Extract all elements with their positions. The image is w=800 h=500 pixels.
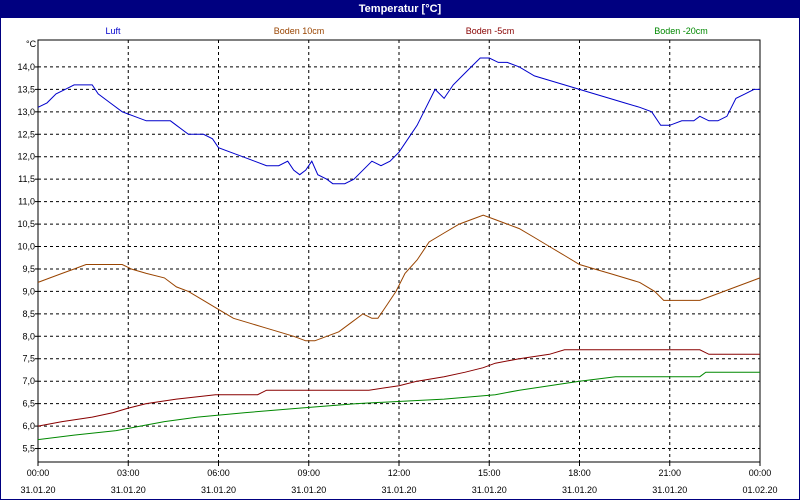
series-line-boden-10cm	[37, 214, 761, 342]
x-tick-time: 06:00	[207, 468, 230, 478]
x-tick-date: 31.01.20	[472, 485, 507, 495]
series-lines	[37, 57, 761, 441]
y-tick-label: 10,5	[17, 219, 35, 229]
x-tick-date: 31.01.20	[562, 485, 597, 495]
x-tick-date: 31.01.20	[652, 485, 687, 495]
y-tick-label: 9,5	[22, 264, 35, 274]
x-tick-time: 18:00	[568, 468, 591, 478]
y-tick-label: 10,0	[17, 242, 35, 252]
y-tick-label: 11,5	[18, 174, 35, 184]
x-axis: 00:00 31.01.20 03:00 31.01.20 06:00 31.01.20 0…	[20, 462, 778, 495]
y-tick-label: 7,0	[22, 376, 35, 386]
y-tick-label: 14,0	[17, 62, 35, 72]
series-line-boden-20cm	[37, 371, 760, 441]
legend-item-boden-10cm: Boden 10cm	[274, 26, 325, 36]
x-tick-date: 31.01.20	[201, 485, 236, 495]
y-tick-label: 8,0	[22, 331, 35, 341]
series-line-boden-5cm	[37, 349, 760, 427]
series-line-luft	[37, 57, 760, 185]
y-tick-label: 12,5	[17, 129, 35, 139]
x-tick-date: 31.01.20	[291, 485, 326, 495]
y-tick-label: 5,5	[22, 444, 35, 454]
y-tick-label: 13,5	[17, 84, 35, 94]
x-tick-date: 31.01.20	[381, 485, 416, 495]
y-tick-label: 12,0	[17, 152, 35, 162]
x-tick-date: 31.01.20	[20, 485, 55, 495]
x-tick-time: 12:00	[388, 468, 411, 478]
legend-item-luft: Luft	[105, 26, 121, 36]
y-tick-label: 11,0	[18, 197, 35, 207]
y-tick-label: 13,0	[17, 107, 35, 117]
x-tick-date: 31.01.20	[111, 485, 146, 495]
x-tick-time: 15:00	[478, 468, 501, 478]
y-axis: 5,5 6,0 6,5 7,0 7,5 8,0 8,5 9,0 9,5 10,0 10,5 11,0 1…	[17, 62, 38, 454]
legend-item-boden-5cm: Boden -5cm	[466, 26, 515, 36]
legend-item-boden-20cm: Boden -20cm	[654, 26, 708, 36]
x-tick-time: 21:00	[658, 468, 681, 478]
x-tick-time: 03:00	[117, 468, 140, 478]
y-tick-label: 7,5	[22, 354, 35, 364]
grid	[38, 40, 760, 462]
y-tick-label: 9,0	[22, 286, 35, 296]
x-tick-time: 00:00	[749, 468, 772, 478]
y-tick-label: 6,0	[22, 421, 35, 431]
x-tick-time: 09:00	[297, 468, 320, 478]
y-tick-label: 8,5	[22, 309, 35, 319]
x-tick-date: 01.02.20	[742, 485, 777, 495]
y-tick-label: 6,5	[22, 399, 35, 409]
y-axis-label: °C	[26, 39, 37, 49]
chart-title: Temperatur [°C]	[0, 0, 800, 18]
legend: Luft Boden 10cm Boden -5cm Boden -20cm	[105, 26, 707, 36]
x-tick-time: 00:00	[27, 468, 50, 478]
